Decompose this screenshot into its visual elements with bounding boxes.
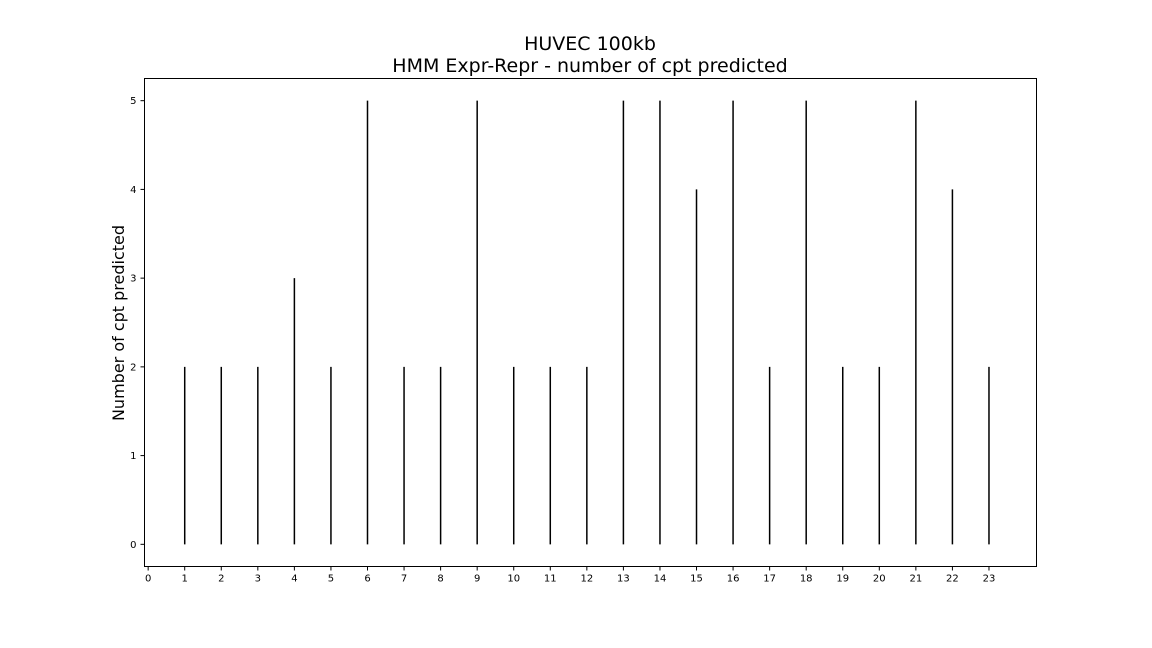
x-tick-label: 15: [690, 574, 703, 585]
x-tick-label: 10: [507, 574, 520, 585]
x-tick-label: 11: [544, 574, 557, 585]
x-tick-label: 3: [255, 574, 261, 585]
x-tick-label: 14: [654, 574, 667, 585]
y-axis-label: Number of cpt predicted: [109, 225, 128, 421]
y-tick-label: 3: [130, 274, 136, 285]
x-tick-label: 13: [617, 574, 630, 585]
x-tick-label: 19: [836, 574, 849, 585]
x-tick-label: 16: [727, 574, 740, 585]
y-tick-label: 2: [130, 362, 136, 373]
y-tick-label: 0: [130, 540, 136, 551]
y-axis-ticks: 0 1 2 3 4 5: [130, 96, 145, 551]
x-tick-label: 5: [328, 574, 334, 585]
x-tick-label: 9: [474, 574, 480, 585]
x-tick-label: 17: [763, 574, 776, 585]
x-tick-label: 18: [800, 574, 813, 585]
x-tick-label: 6: [364, 574, 370, 585]
x-tick-label: 23: [983, 574, 996, 585]
y-tick-label: 4: [130, 185, 136, 196]
stems-group: [183, 100, 990, 545]
x-tick-label: 20: [873, 574, 886, 585]
x-tick-label: 8: [437, 574, 443, 585]
x-tick-label: 2: [218, 574, 224, 585]
x-tick-label: 21: [909, 574, 922, 585]
x-tick-label: 12: [580, 574, 593, 585]
y-tick-label: 1: [130, 451, 136, 462]
x-tick-label: 0: [145, 574, 151, 585]
x-tick-label: 7: [401, 574, 407, 585]
x-tick-label: 1: [182, 574, 188, 585]
chart-title-line-2: HMM Expr-Repr - number of cpt predicted: [392, 55, 787, 77]
chart-title-line-1: HUVEC 100kb: [524, 33, 656, 55]
x-axis-ticks: 0 1 2 3 4 5 6 7 8 9 10 11 12 13 14 15 16 17 18 19 20 21 22 23: [145, 566, 996, 585]
x-tick-label: 4: [291, 574, 297, 585]
y-tick-label: 5: [130, 96, 136, 107]
plot-frame: [144, 78, 1037, 567]
x-tick-label: 22: [946, 574, 959, 585]
